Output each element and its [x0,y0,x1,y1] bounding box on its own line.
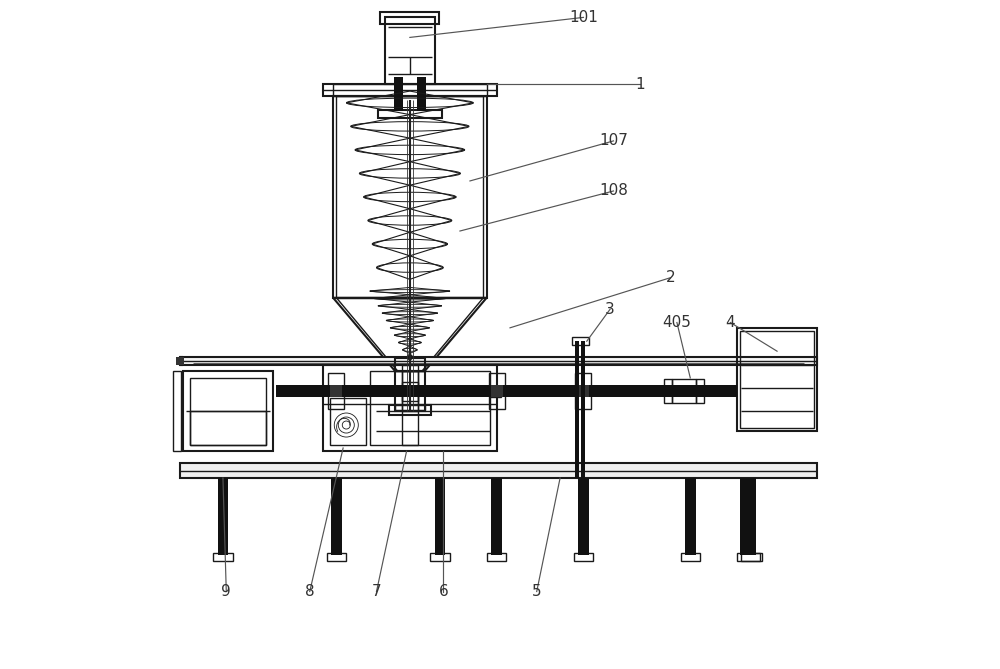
Bar [333,96,487,298]
Text: 4: 4 [726,315,735,330]
Bar [327,553,346,561]
Bar [581,341,585,478]
Bar [370,371,490,445]
Bar [740,478,746,555]
Text: 405: 405 [662,315,691,330]
Bar [572,337,589,345]
Bar [331,478,342,555]
Bar [276,385,737,397]
Bar [395,371,425,411]
Bar [173,371,181,452]
Bar [330,385,342,397]
Bar [710,385,737,397]
Bar [323,365,497,452]
Bar [577,385,589,397]
Bar [180,357,817,365]
Bar [395,358,425,371]
Bar [487,553,506,561]
Bar [417,78,426,111]
Bar [213,553,233,561]
Bar [491,385,503,397]
Bar [395,405,425,410]
Bar [402,382,418,401]
Bar [328,373,344,409]
Bar [741,553,760,561]
Bar [176,357,184,365]
Bar [745,478,756,555]
Text: 2: 2 [665,270,675,285]
Text: 6: 6 [438,584,448,599]
Bar [378,110,442,118]
Bar [190,378,266,445]
Text: 9: 9 [221,584,231,599]
Bar [402,371,418,411]
Bar [575,373,591,409]
Bar [323,84,497,96]
Bar [333,84,487,96]
Bar [389,405,431,415]
Bar [489,373,505,409]
Bar [685,478,696,555]
Bar [672,379,696,403]
Text: 108: 108 [599,183,628,199]
Bar [330,398,366,445]
Bar [491,478,502,555]
Bar [380,12,439,24]
Bar [336,96,483,298]
Bar [750,478,756,555]
Bar [574,553,593,561]
Bar [190,411,266,445]
Bar [737,328,817,432]
Bar [681,553,700,561]
Bar [435,478,445,555]
Bar [402,365,418,445]
Bar [696,379,704,403]
Text: 7: 7 [372,584,381,599]
Bar [664,379,672,403]
Text: 101: 101 [569,10,598,25]
Bar [385,17,435,84]
Text: 5: 5 [532,584,542,599]
Bar [394,78,403,111]
Bar [430,553,450,561]
Text: 107: 107 [599,133,628,149]
Text: 3: 3 [605,302,615,316]
Bar [575,341,579,478]
Bar [490,386,501,397]
Bar [183,371,273,452]
Text: 8: 8 [305,584,315,599]
Bar [737,553,762,561]
Bar [578,478,589,555]
Text: 1: 1 [635,77,645,92]
Bar [704,385,710,397]
Bar [218,478,228,555]
Bar [180,464,817,478]
Bar [740,331,814,428]
